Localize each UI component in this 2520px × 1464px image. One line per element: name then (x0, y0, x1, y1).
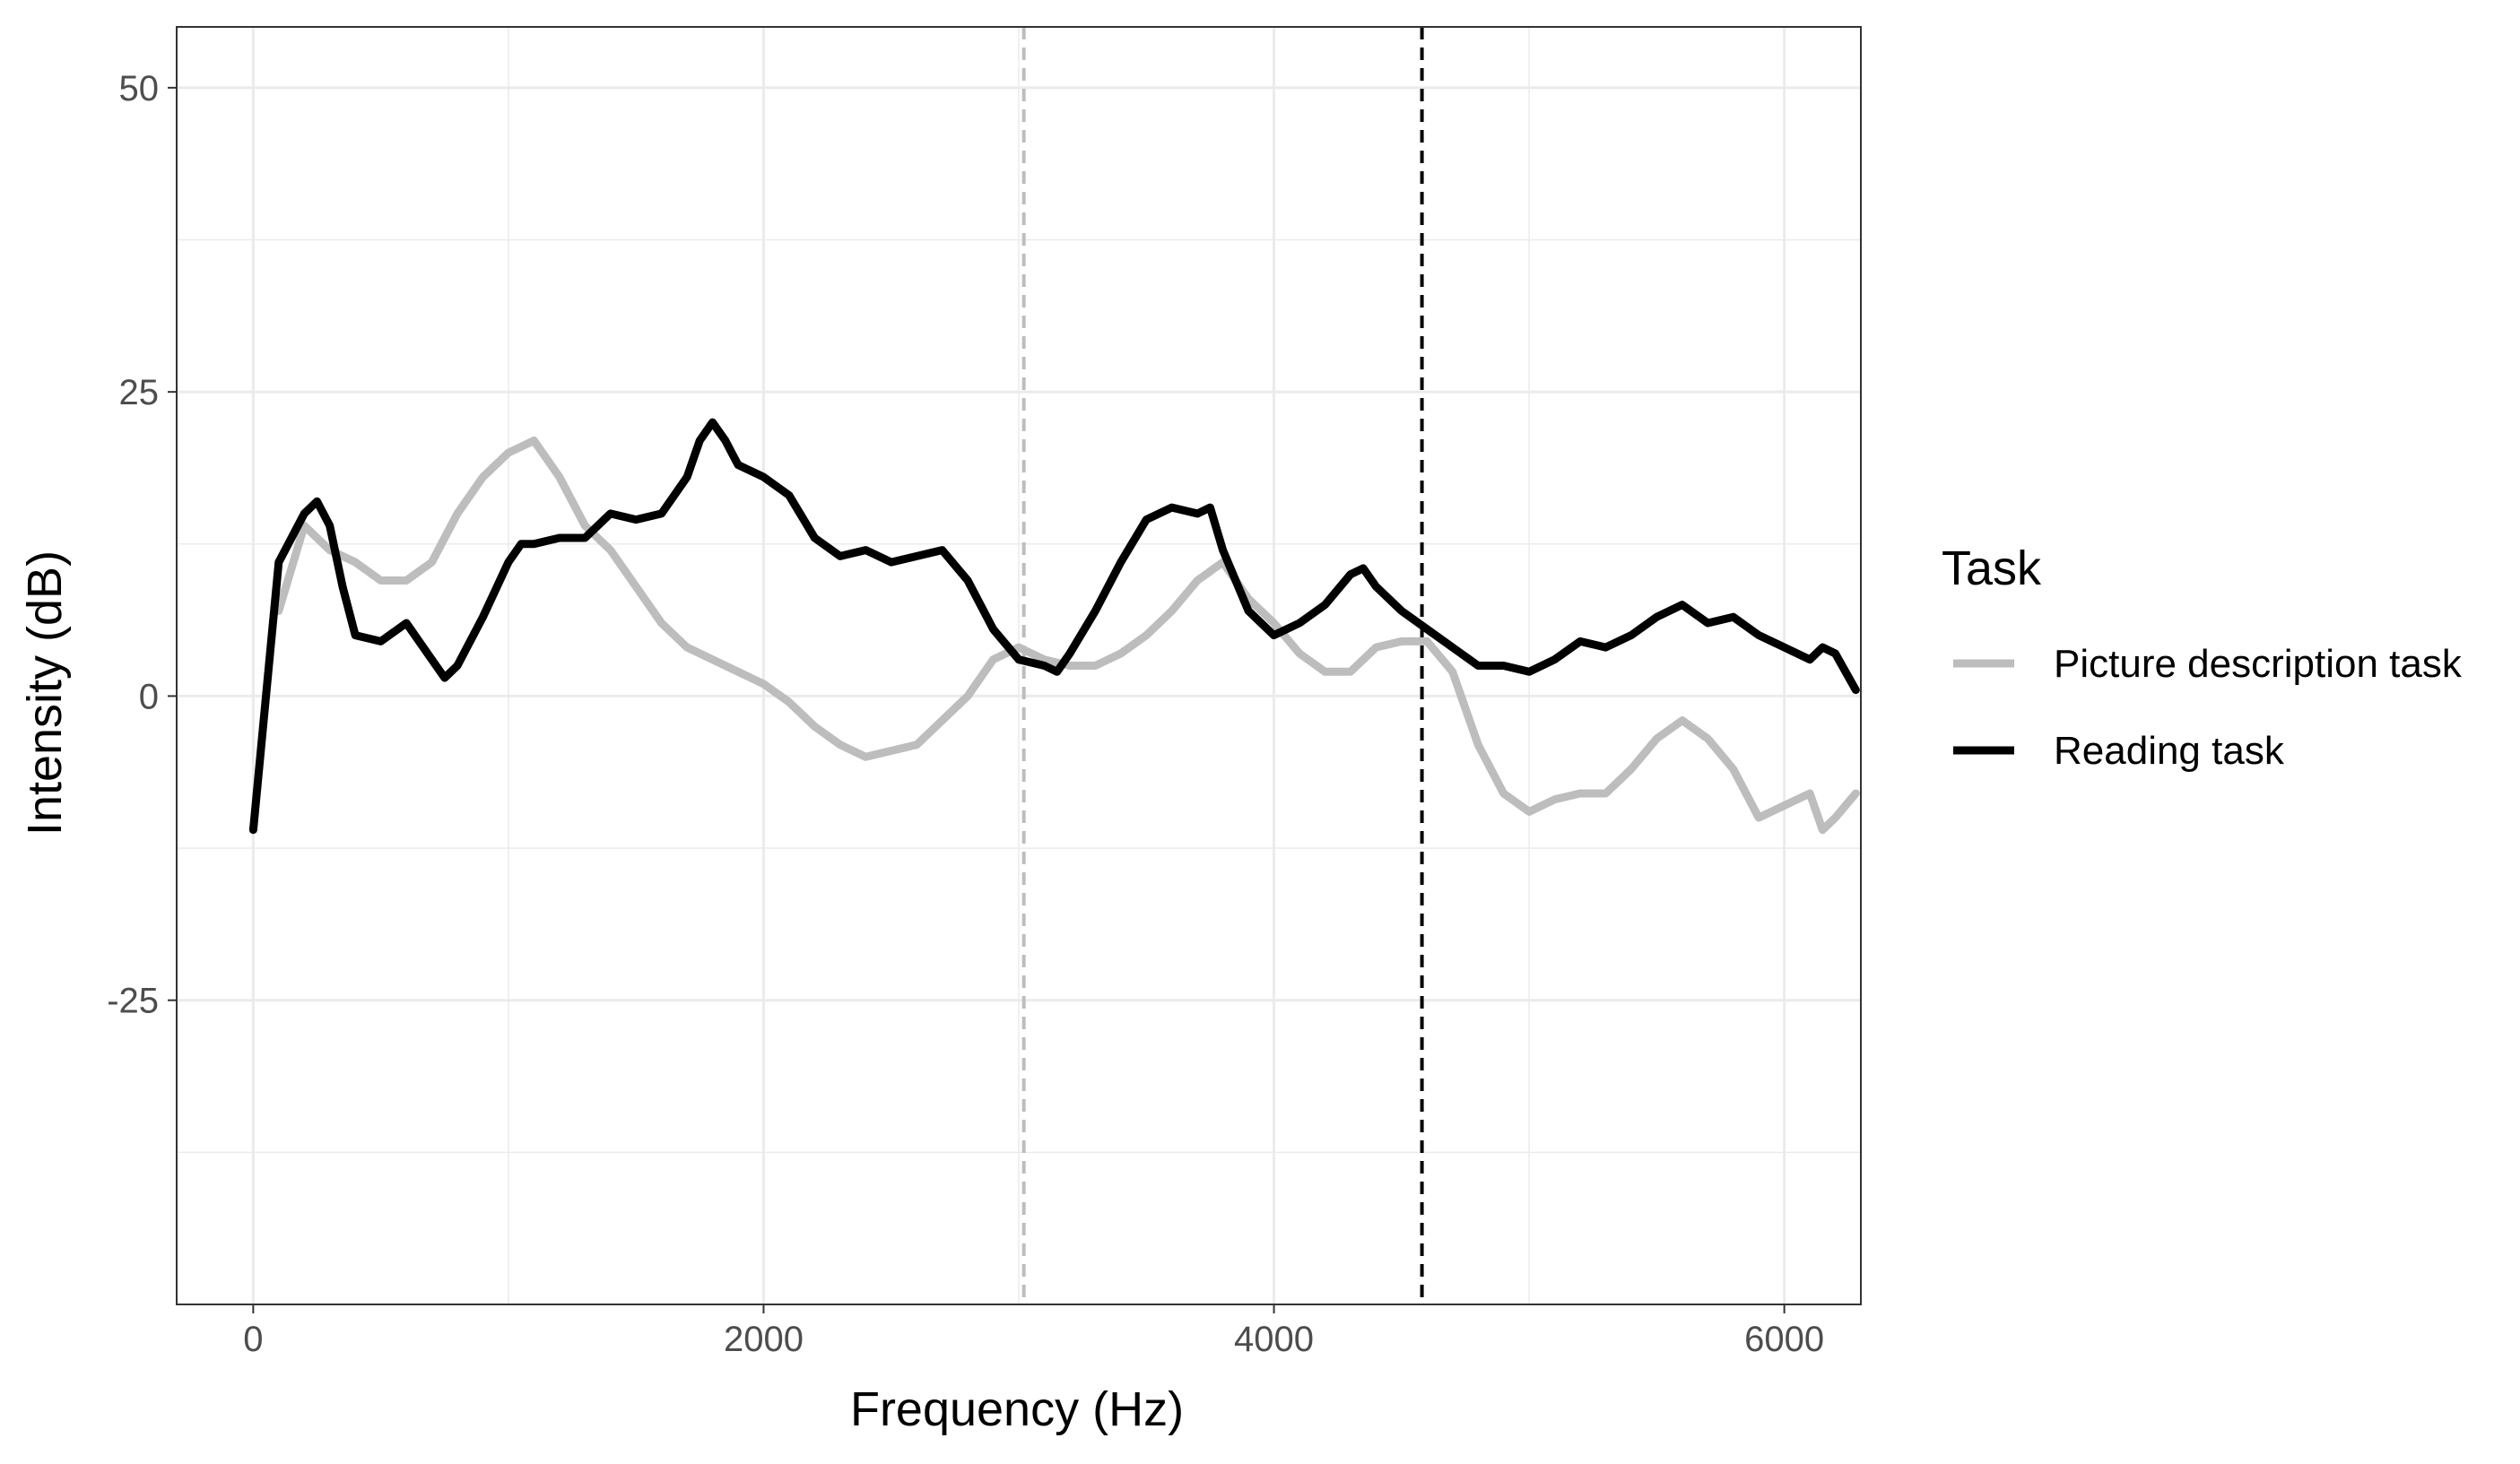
legend-title: Task (1942, 541, 2042, 595)
legend-items: Picture description task Reading task (1953, 642, 2463, 773)
series-line-1 (248, 418, 1860, 835)
x-tick-label: 2000 (724, 1320, 804, 1359)
legend: Task Picture description task Reading tas… (1942, 541, 2463, 773)
y-tick-label: -25 (107, 982, 159, 1021)
grid (177, 27, 1861, 1305)
x-tick-label: 0 (243, 1320, 263, 1359)
y-tick-label: 0 (139, 677, 159, 716)
x-tick-label: 4000 (1234, 1320, 1314, 1359)
x-axis-title: Frequency (Hz) (850, 1382, 1184, 1436)
axis-ticks: 0 2000 4000 6000 -25 0 25 50 (107, 69, 1824, 1359)
y-axis-title: Intensity (dB) (18, 550, 72, 836)
legend-label-0: Picture description task (2054, 642, 2463, 686)
reference-lines (1021, 27, 1424, 1304)
plot-panel-border (176, 26, 1862, 1305)
series-lines (248, 418, 1860, 835)
y-tick-label: 25 (119, 373, 160, 412)
x-tick-label: 6000 (1744, 1320, 1824, 1359)
series-line-0 (274, 436, 1860, 835)
y-tick-label: 50 (119, 69, 160, 108)
legend-label-1: Reading task (2054, 729, 2285, 773)
